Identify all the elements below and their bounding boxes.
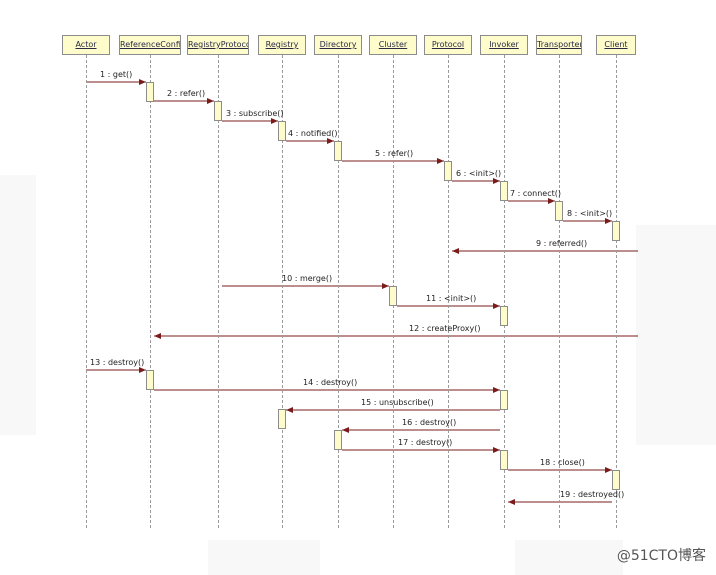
participant-registryprotocol: RegistryProtocol [187, 35, 249, 55]
message-label: 10 : merge() [282, 274, 333, 283]
message-arrowhead [548, 198, 555, 204]
participant-client: Client [596, 35, 636, 55]
message-label: 18 : close() [540, 458, 585, 467]
lifeline-registryprotocol [218, 55, 219, 528]
lifeline-protocol [448, 55, 449, 528]
activation-invoker [500, 306, 508, 326]
participant-invoker: Invoker [480, 35, 528, 55]
activation-client [612, 221, 620, 241]
message-arrowhead [493, 387, 500, 393]
message-label: 17 : destroy() [398, 438, 453, 447]
message-arrowhead [452, 248, 459, 254]
background-shape [636, 225, 716, 445]
message-arrowhead [286, 407, 293, 413]
message-arrowhead [382, 283, 389, 289]
message-label: 6 : <init>() [456, 169, 502, 178]
message-arrowhead [493, 447, 500, 453]
message-label: 12 : createProxy() [409, 324, 481, 333]
activation-invoker [500, 181, 508, 201]
message-label: 2 : refer() [167, 89, 206, 98]
participant-protocol: Protocol [424, 35, 472, 55]
background-shape [0, 175, 36, 435]
message-label: 16 : destroy() [402, 418, 457, 427]
participant-registry: Registry [258, 35, 306, 55]
activation-transporter [555, 201, 563, 221]
message-label: 13 : destroy() [90, 358, 145, 367]
activation-directory [334, 141, 342, 161]
lifeline-referenceconfig [150, 55, 151, 528]
message-label: 3 : subscribe() [226, 109, 284, 118]
participant-cluster: Cluster [369, 35, 417, 55]
activation-registryprotocol [214, 101, 222, 121]
participant-referenceconfig: ReferenceConfig [119, 35, 181, 55]
background-shape [515, 540, 623, 575]
background-shape [208, 540, 320, 575]
message-arrowhead [605, 218, 612, 224]
activation-cluster [389, 286, 397, 306]
watermark: @51CTO博客 [616, 548, 706, 564]
participant-directory: Directory [314, 35, 362, 55]
lifeline-client [616, 55, 617, 528]
message-arrowhead [493, 178, 500, 184]
lifeline-directory [338, 55, 339, 528]
message-label: 9 : referred() [536, 239, 588, 248]
message-label: 4 : notified() [288, 129, 338, 138]
message-label: 7 : connect() [510, 189, 562, 198]
message-label: 11 : <init>() [426, 294, 477, 303]
activation-referenceconfig [146, 370, 154, 390]
activation-client [612, 470, 620, 490]
lifeline-invoker [504, 55, 505, 528]
activation-referenceconfig [146, 82, 154, 102]
participant-actor: Actor [62, 35, 110, 55]
message-arrowhead [605, 467, 612, 473]
message-arrowhead [207, 98, 214, 104]
activation-registry [278, 121, 286, 141]
activation-invoker [500, 450, 508, 470]
activation-invoker [500, 390, 508, 410]
message-label: 5 : refer() [375, 149, 414, 158]
activation-protocol [444, 161, 452, 181]
message-arrowhead [493, 303, 500, 309]
lifeline-actor [86, 55, 87, 528]
message-label: 19 : destroyed() [560, 490, 625, 499]
message-arrowhead [508, 499, 515, 505]
message-label: 14 : destroy() [303, 378, 358, 387]
message-label: 15 : unsubscribe() [361, 398, 434, 407]
message-arrowhead [327, 138, 334, 144]
activation-directory [334, 430, 342, 450]
message-arrowhead [139, 367, 146, 373]
message-arrowhead [139, 79, 146, 85]
message-arrowhead [154, 333, 161, 339]
message-arrowhead [437, 158, 444, 164]
message-arrowhead [271, 118, 278, 124]
message-label: 8 : <init>() [567, 209, 613, 218]
message-label: 1 : get() [100, 70, 133, 79]
message-arrowhead [342, 427, 349, 433]
lifeline-registry [282, 55, 283, 528]
lifeline-transporter [559, 55, 560, 528]
participant-transporter: Transporter [536, 35, 582, 55]
activation-registry [278, 409, 286, 429]
